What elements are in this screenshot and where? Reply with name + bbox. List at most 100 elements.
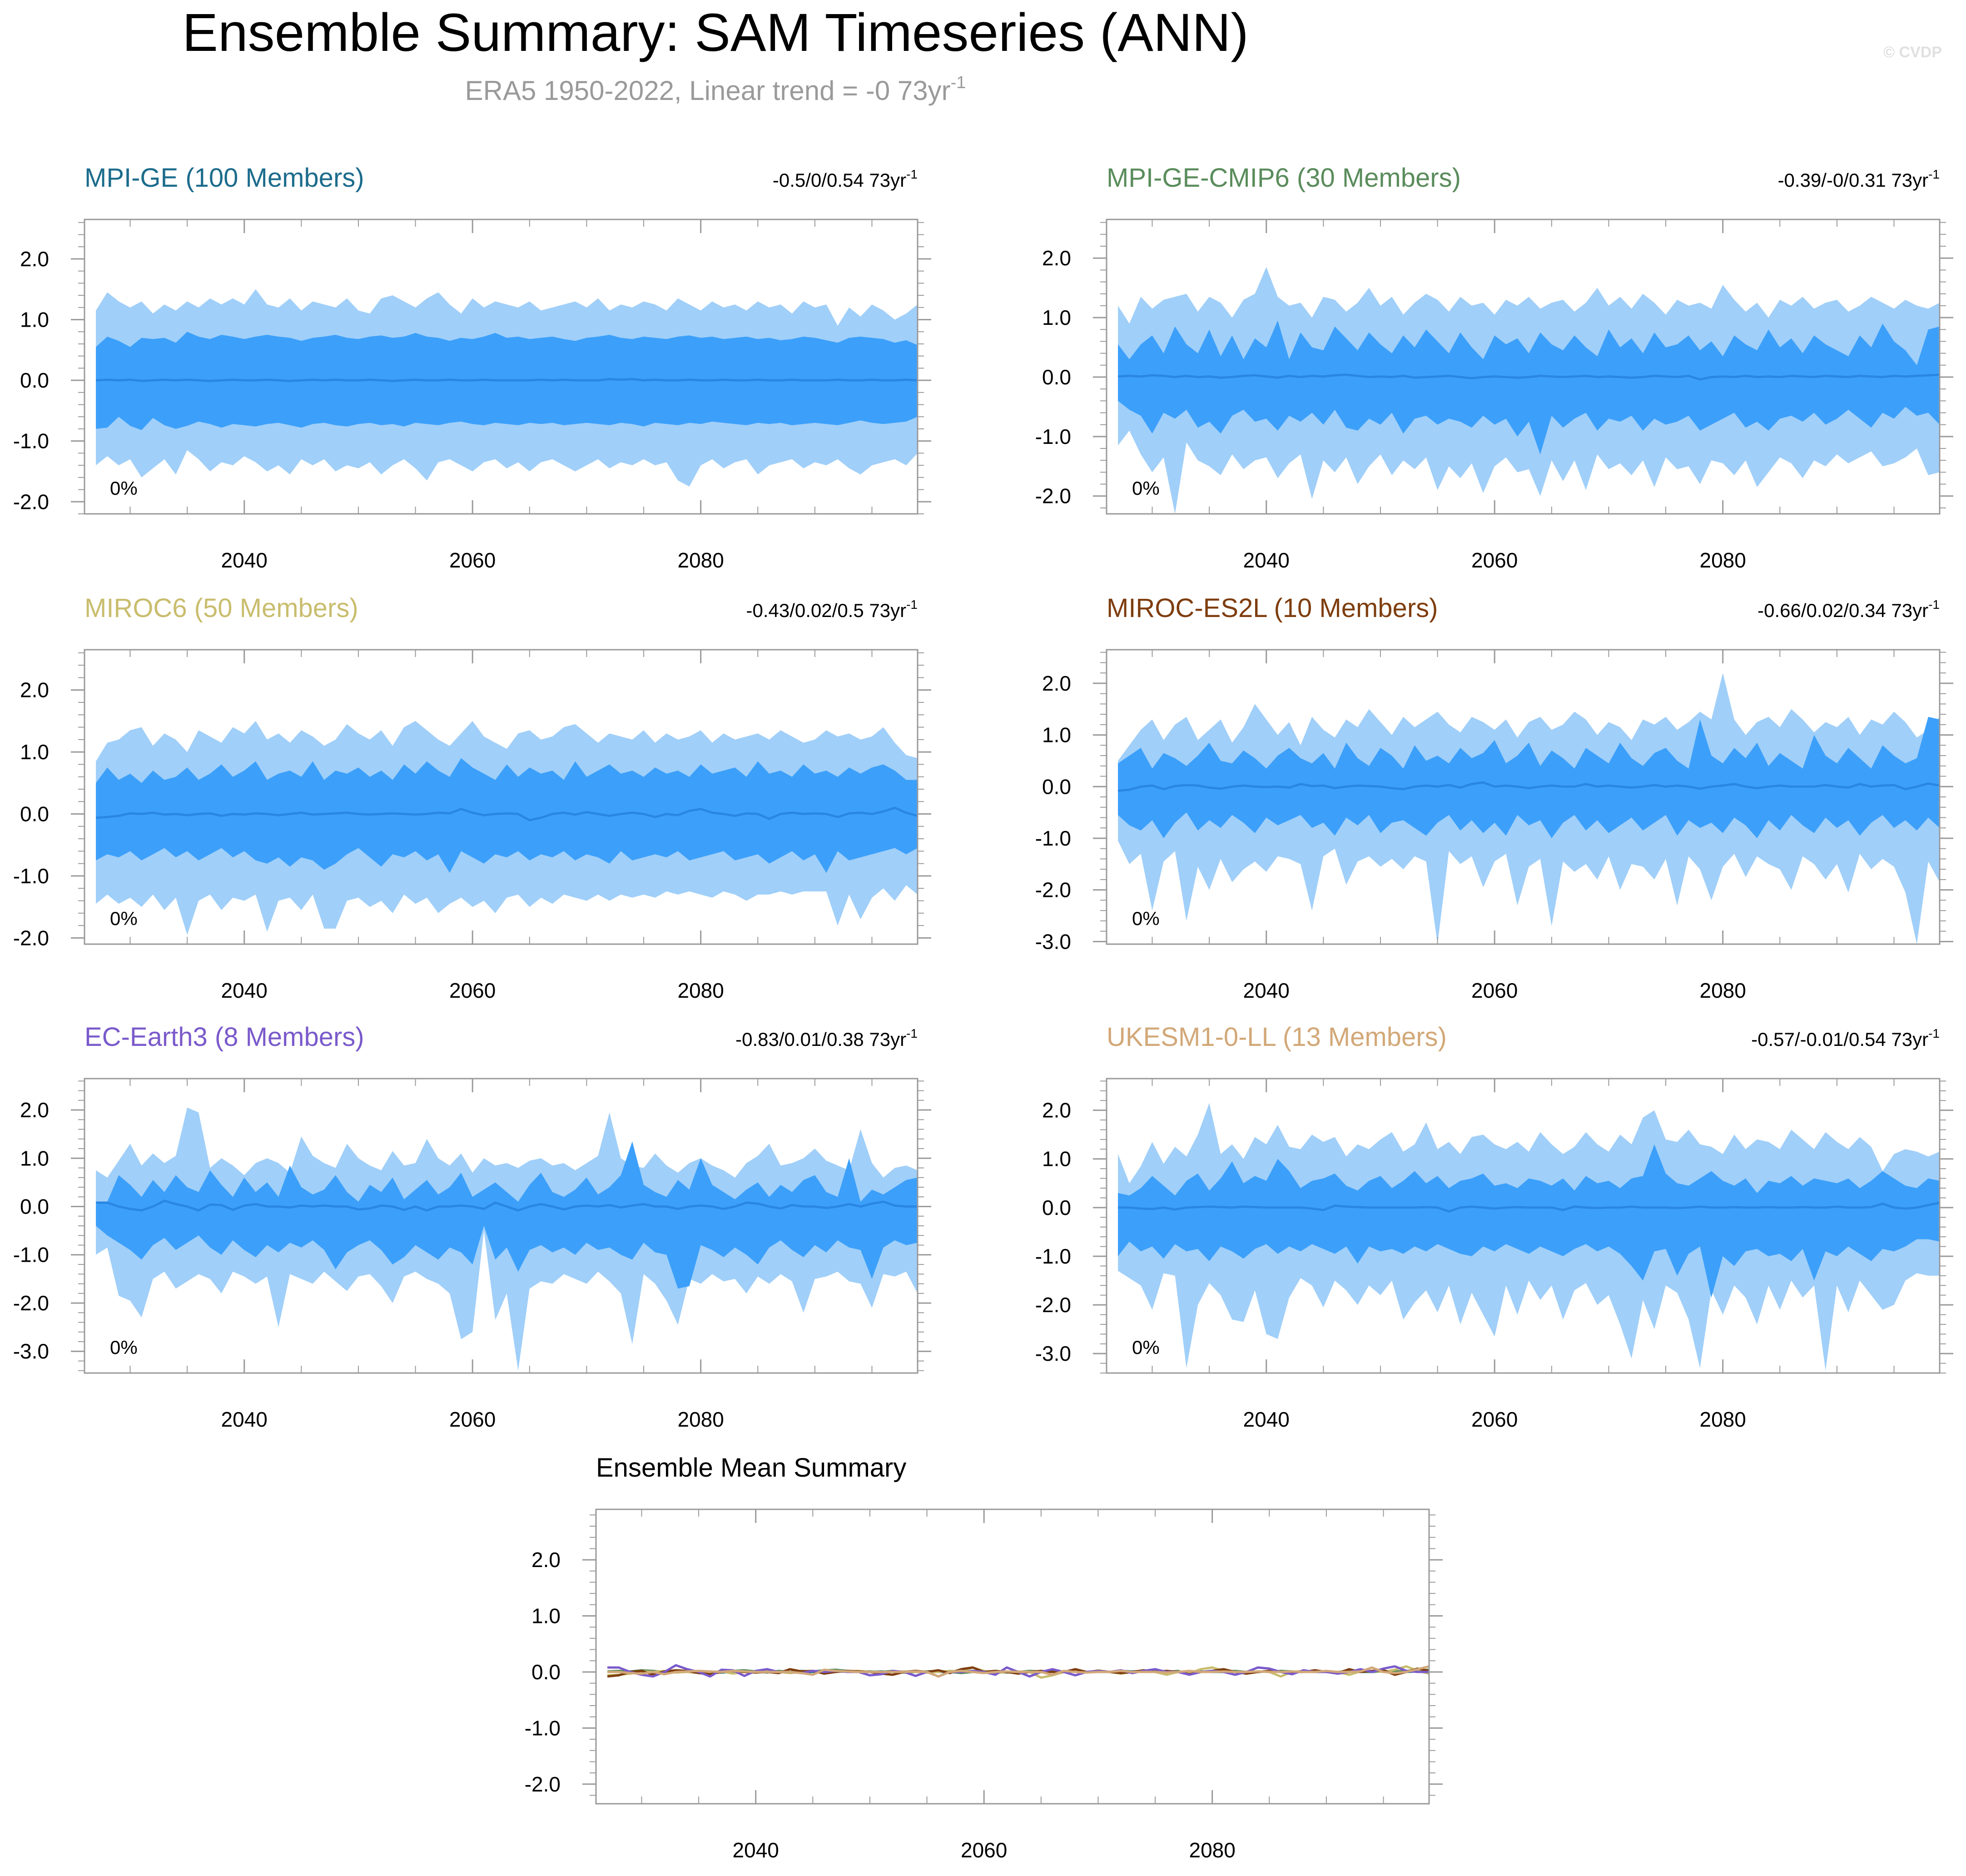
x-tick-label: 2060 — [1471, 979, 1518, 1002]
series-line-6 — [607, 1665, 1429, 1678]
panel-trend-main: -0.5/0/0.54 73yr — [773, 169, 906, 191]
panel-trend-main: -0.43/0.02/0.5 73yr — [746, 600, 907, 621]
panel-trend-label: -0.43/0.02/0.5 73yr-1 — [746, 597, 918, 621]
x-tick-label: 2040 — [733, 1838, 779, 1862]
chart-panel-7: Ensemble Mean Summary 2.0 1.0 0.0 -1.0 -2.0 20… — [525, 1453, 1443, 1862]
y-tick-label: 2.0 — [20, 678, 49, 702]
figure-subtitle-superscript: -1 — [951, 73, 966, 92]
plot-frame — [595, 1508, 1430, 1805]
plot-area — [1117, 673, 1940, 944]
plot-area — [607, 1664, 1429, 1679]
percent-label: 0% — [110, 1337, 138, 1358]
plot-frame — [1106, 1078, 1941, 1374]
ensemble-mean-line — [95, 806, 918, 821]
y-tick-label: -2.0 — [13, 926, 49, 950]
percent-label: 0% — [110, 908, 138, 929]
ensemble-mean-line — [1117, 781, 1940, 792]
plot-area — [1118, 1103, 1940, 1371]
chart-panel-5: EC-Earth3 (8 Members) -0.83/0.01/0.38 73y… — [13, 1022, 931, 1431]
x-tick-label: 2080 — [1699, 548, 1746, 572]
percent-label: 0% — [110, 478, 138, 499]
x-tick-label: 2040 — [1243, 1408, 1290, 1431]
plot-frame — [84, 649, 918, 945]
panel-title: MPI-GE-CMIP6 (30 Members) — [1107, 163, 1461, 193]
y-tick-label: -1.0 — [1035, 1244, 1071, 1268]
percent-label: 0% — [1132, 478, 1160, 499]
y-tick-label: 2.0 — [1042, 1099, 1071, 1122]
x-tick-label: 2060 — [961, 1838, 1007, 1862]
y-tick-label: -2.0 — [1035, 1293, 1071, 1317]
panel-trend-main: -0.83/0.01/0.38 73yr — [735, 1029, 906, 1050]
ensemble-mean-line — [1118, 1201, 1940, 1213]
x-tick-label: 2040 — [1243, 979, 1290, 1002]
y-tick-label: 1.0 — [1042, 306, 1071, 329]
panel-trend-superscript: -1 — [1928, 597, 1940, 612]
ensemble-mean-line — [1117, 373, 1940, 381]
band-25-75 — [1118, 1144, 1940, 1298]
plot-area — [96, 1107, 918, 1371]
y-tick-label: 0.0 — [1042, 1196, 1071, 1219]
figure-title: Ensemble Summary: SAM Timeseries (ANN) — [182, 3, 1248, 63]
panel-trend-main: -0.57/-0.01/0.54 73yr — [1751, 1029, 1928, 1050]
band-25-75 — [1118, 717, 1940, 838]
y-tick-label: -2.0 — [13, 490, 49, 513]
percent-label: 0% — [1132, 1337, 1160, 1358]
y-tick-label: 1.0 — [20, 740, 49, 764]
panel-trend-label: -0.57/-0.01/0.54 73yr-1 — [1751, 1026, 1940, 1050]
y-tick-label: 0.0 — [20, 1195, 49, 1219]
band-25-75 — [96, 758, 918, 873]
plot-area — [1117, 267, 1940, 514]
panel-trend-superscript: -1 — [1928, 1026, 1940, 1040]
panel-trend-superscript: -1 — [1928, 167, 1940, 181]
y-tick-label: -1.0 — [13, 1243, 49, 1267]
chart-panel-1: MPI-GE (100 Members) -0.5/0/0.54 73yr-1 0%… — [13, 163, 931, 572]
plot-area — [95, 289, 918, 487]
panel-trend-main: -0.39/-0/0.31 73yr — [1778, 169, 1929, 191]
panel-trend-label: -0.5/0/0.54 73yr-1 — [773, 167, 918, 191]
y-tick-label: -1.0 — [13, 864, 49, 888]
x-tick-label: 2040 — [221, 1408, 268, 1431]
y-tick-label: -3.0 — [1035, 930, 1071, 953]
x-tick-label: 2040 — [221, 548, 268, 572]
panel-title: Ensemble Mean Summary — [596, 1453, 906, 1483]
y-tick-label: -2.0 — [1035, 878, 1071, 902]
percent-label: 0% — [1132, 908, 1160, 929]
band-25-75 — [1118, 320, 1940, 455]
x-tick-label: 2060 — [1471, 548, 1518, 572]
x-tick-label: 2080 — [1189, 1838, 1235, 1862]
y-tick-label: -2.0 — [13, 1291, 49, 1315]
panel-trend-superscript: -1 — [906, 597, 918, 612]
panel-trend-superscript: -1 — [906, 167, 918, 181]
watermark: © CVDP — [1883, 44, 1942, 61]
y-tick-label: -3.0 — [1035, 1342, 1071, 1365]
figure-subtitle-main: ERA5 1950-2022, Linear trend = -0 73yr — [465, 75, 951, 106]
ensemble-mean-line — [95, 378, 918, 382]
y-tick-label: 1.0 — [1042, 1147, 1071, 1171]
y-tick-label: 2.0 — [531, 1548, 561, 1572]
y-tick-label: 0.0 — [1042, 365, 1071, 389]
x-tick-label: 2080 — [677, 548, 724, 572]
figure-subtitle: ERA5 1950-2022, Linear trend = -0 73yr-1 — [465, 73, 966, 106]
y-tick-label: 1.0 — [1042, 723, 1071, 747]
x-tick-label: 2060 — [449, 1408, 496, 1431]
x-tick-label: 2080 — [677, 1408, 724, 1431]
plot-area — [95, 721, 918, 935]
panel-title: EC-Earth3 (8 Members) — [84, 1022, 364, 1052]
x-tick-label: 2080 — [1699, 1408, 1746, 1431]
panel-title: MIROC6 (50 Members) — [84, 593, 358, 623]
x-tick-label: 2080 — [677, 979, 724, 1002]
y-tick-label: 0.0 — [1042, 775, 1071, 798]
y-tick-label: -2.0 — [1035, 484, 1071, 508]
panel-trend-label: -0.66/0.02/0.34 73yr-1 — [1757, 597, 1940, 621]
chart-panel-4: MIROC-ES2L (10 Members) -0.66/0.02/0.34 7… — [1035, 593, 1953, 1002]
plot-frame — [1106, 219, 1941, 515]
y-tick-label: -1.0 — [13, 429, 49, 453]
y-tick-label: -1.0 — [1035, 826, 1071, 850]
x-tick-label: 2080 — [1699, 979, 1746, 1002]
y-tick-label: 0.0 — [20, 802, 49, 826]
y-tick-label: -1.0 — [525, 1716, 561, 1740]
x-tick-label: 2060 — [449, 548, 496, 572]
chart-panel-6: UKESM1-0-LL (13 Members) -0.57/-0.01/0.54… — [1035, 1022, 1953, 1431]
y-tick-label: 2.0 — [1042, 672, 1071, 695]
